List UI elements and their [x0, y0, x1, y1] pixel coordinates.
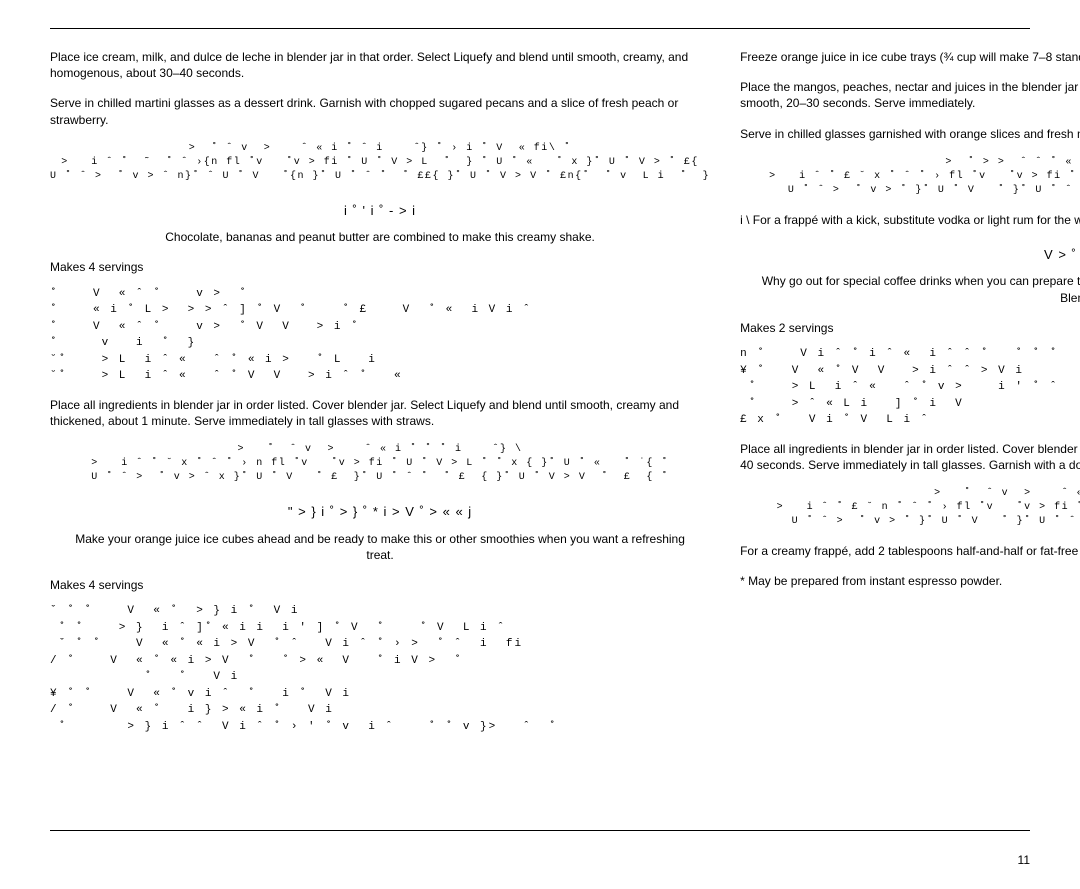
recipe-intro: Chocolate, bananas and peanut butter are…: [50, 229, 710, 245]
ingredients-list: n ˚ V i ˆ ˚ i ˆ « i ˆ ˆ ˚ ˚ ˚ ˚ L i ˆ i …: [740, 346, 1080, 429]
top-rule: [50, 28, 1030, 29]
footnote: * May be prepared from instant espresso …: [740, 573, 1080, 589]
left-column: Place ice cream, milk, and dulce de lech…: [50, 49, 710, 747]
garbled-text: > ˚ ˆ v > ˆ « i ˚ ˚ ˚ i ˆ} \ > i ˆ ˚ ˘ x…: [50, 443, 710, 485]
paragraph: Serve in chilled glasses garnished with …: [740, 126, 1080, 142]
instructions: Place all ingredients in blender jar in …: [740, 441, 1080, 473]
columns: Place ice cream, milk, and dulce de lech…: [50, 49, 1030, 747]
bottom-rule: [50, 830, 1030, 831]
makes-line: Makes 4 servings: [50, 259, 710, 275]
paragraph: Serve in chilled martini glasses as a de…: [50, 95, 710, 127]
ingredients-list: ˇ ˚ ˚ V « ˚ > } i ˚ V i ˚ ˚ > } i ˆ ]˚ «…: [50, 603, 710, 735]
makes-line: Makes 4 servings: [50, 577, 710, 593]
ingredients-list: ˚ V « ˆ ˚ v > ˚ ˚ « i ˚ L > > > ˆ ] ˚ V …: [50, 286, 710, 385]
page-number: 11: [1018, 853, 1030, 867]
makes-line: Makes 2 servings: [740, 320, 1080, 336]
recipe-intro: Make your orange juice ice cubes ahead a…: [50, 531, 710, 563]
recipe-title: i ˚ ' i ˚ - > i: [50, 202, 710, 220]
tip: i \ For a frappé with a kick, substitute…: [740, 212, 1080, 228]
garbled-text: > ˚ ˆ v > ˆ « i ˚ ˆ i ˆ} ˚ › i ˚ V « fi\…: [50, 142, 710, 184]
paragraph: Freeze orange juice in ice cube trays (¾…: [740, 49, 1080, 65]
tip: For a creamy frappé, add 2 tablespoons h…: [740, 543, 1080, 559]
garbled-text: > ˚ > > ˆ ˆ ˚ « i ˚ ˚ ˚ ˚ i ˆ} \ > i ˆ ˚…: [740, 156, 1080, 198]
right-column: Freeze orange juice in ice cube trays (¾…: [740, 49, 1080, 747]
page: Place ice cream, milk, and dulce de lech…: [0, 0, 1080, 889]
recipe-intro: Why go out for special coffee drinks whe…: [740, 273, 1080, 305]
garbled-text: > ˚ ˆ v > ˆ « i ˚ ˚ ˚ ˚ i ˆ} \ > i ˆ ˚ £…: [740, 487, 1080, 529]
paragraph: Place the mangos, peaches, nectar and ju…: [740, 79, 1080, 111]
paragraph: Place ice cream, milk, and dulce de lech…: [50, 49, 710, 81]
recipe-title: V > ˚ > « « j: [740, 246, 1080, 264]
recipe-title: " > } i ˚ > } ˚ * i > V ˚ > « « j: [50, 503, 710, 521]
instructions: Place all ingredients in blender jar in …: [50, 397, 710, 429]
